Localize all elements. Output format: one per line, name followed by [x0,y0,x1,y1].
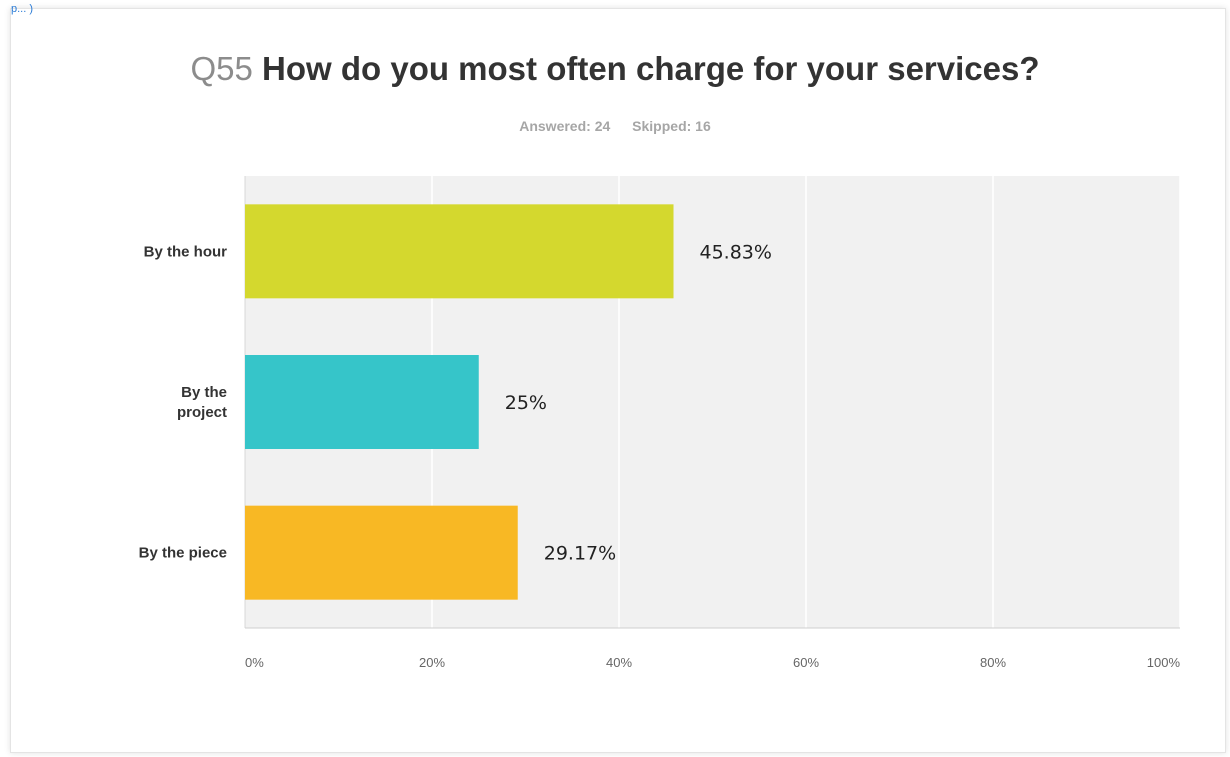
question-text: How do you most often charge for your se… [262,50,1040,87]
skipped-count: Skipped: 16 [632,118,711,134]
x-tick-label: 60% [793,655,819,670]
bar [245,355,479,449]
x-tick-label: 20% [419,655,445,670]
x-tick-label: 80% [980,655,1006,670]
response-stats: Answered: 24 Skipped: 16 [0,118,1230,134]
x-tick-label: 40% [606,655,632,670]
category-label: By the hour [144,243,227,260]
bar [245,505,518,600]
x-tick-label: 100% [1147,655,1181,670]
value-label: 29.17% [544,543,616,565]
x-tick-label: 0% [245,655,264,670]
value-label: 45.83% [700,241,772,263]
x-tick-labels: 0% 20% 40% 60% 80% 100% [245,655,1180,670]
bars [245,204,674,600]
value-label: 25% [505,392,547,414]
corner-link-fragment[interactable]: p... ) [11,3,34,15]
category-label: By the piece [139,545,227,562]
bar [245,204,674,299]
labels: 45.83% By the hour 25% By the project 29.17% B… [139,241,772,564]
chart-title: Q55 How do you most often charge for you… [0,50,1230,88]
answered-count: Answered: 24 [519,118,611,134]
category-label: By the project [177,384,227,421]
question-number: Q55 [190,50,253,87]
